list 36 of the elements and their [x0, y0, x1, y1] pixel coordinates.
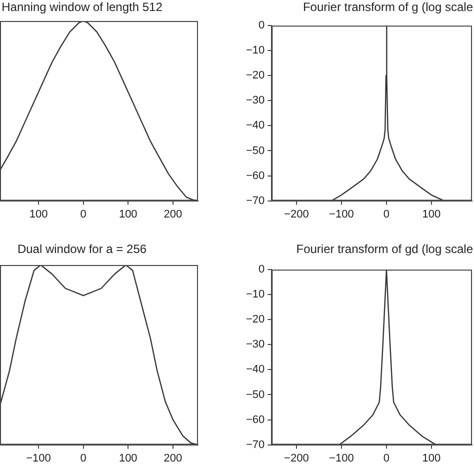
- y-tick-label: −50: [246, 144, 265, 157]
- x-tick-label: −200: [284, 208, 309, 220]
- x-tick-label: 100: [29, 208, 48, 220]
- y-tick-label: −60: [246, 170, 265, 182]
- y-tick-label: −70: [246, 194, 265, 207]
- x-tick-label: 100: [118, 452, 138, 464]
- x-tick-label: 0: [80, 208, 86, 220]
- x-tick-label: 100: [422, 452, 441, 464]
- x-tick-label: 100: [422, 208, 441, 220]
- chart-title: Hanning window of length 512: [2, 0, 162, 14]
- y-tick-label: −20: [246, 70, 265, 82]
- y-tick-label: −70: [246, 438, 265, 451]
- x-tick-label: 0: [383, 208, 390, 220]
- y-tick-label: −10: [246, 44, 265, 57]
- chart-title: Dual window for a = 256: [17, 242, 147, 256]
- y-tick-label: −40: [246, 120, 265, 132]
- y-tick-label: −50: [246, 388, 265, 401]
- x-tick-label: −100: [26, 452, 51, 464]
- x-tick-label: −100: [329, 208, 354, 220]
- y-tick-label: −60: [246, 414, 265, 426]
- x-tick-label: 100: [118, 208, 138, 220]
- x-tick-label: −200: [284, 452, 309, 464]
- y-tick-label: −30: [246, 338, 265, 351]
- x-tick-label: −100: [329, 452, 354, 464]
- x-tick-label: 0: [383, 452, 390, 464]
- x-tick-label: 200: [164, 208, 182, 220]
- y-tick-label: −20: [246, 314, 265, 326]
- x-tick-label: 200: [164, 452, 182, 464]
- y-tick-label: 0: [258, 264, 265, 276]
- y-tick-label: −40: [246, 364, 265, 376]
- chart-title: Fourier transform of gd (log scale: [296, 242, 473, 256]
- y-tick-label: −10: [246, 288, 265, 301]
- chart-title: Fourier transform of g (log scale: [302, 0, 473, 14]
- y-tick-label: −30: [246, 94, 265, 107]
- y-tick-label: 0: [258, 20, 265, 32]
- x-tick-label: 0: [80, 452, 86, 464]
